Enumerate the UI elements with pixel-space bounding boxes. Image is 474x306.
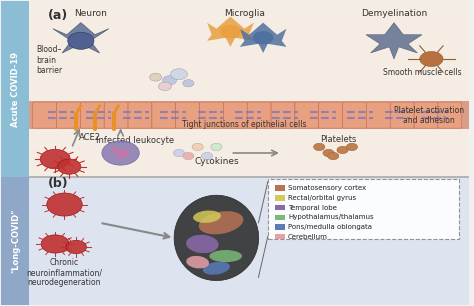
Circle shape [346,143,357,151]
FancyBboxPatch shape [390,102,414,128]
Text: Pons/medulla oblongata: Pons/medulla oblongata [288,224,372,230]
Ellipse shape [210,250,242,262]
FancyBboxPatch shape [247,102,271,128]
Bar [1,177,29,304]
Circle shape [183,152,194,160]
Text: Infected leukocyte: Infected leukocyte [96,136,173,145]
FancyBboxPatch shape [223,102,247,128]
Circle shape [211,143,222,151]
Text: Rectal/orbital gyrus: Rectal/orbital gyrus [288,195,356,201]
Text: "Long-COVID": "Long-COVID" [11,209,20,273]
Ellipse shape [193,211,221,223]
FancyBboxPatch shape [104,102,128,128]
Text: Platelet activation
and adhesion: Platelet activation and adhesion [394,106,464,125]
Circle shape [163,76,177,85]
Circle shape [419,51,443,67]
Circle shape [112,147,119,152]
Circle shape [323,149,334,157]
Circle shape [171,69,187,80]
Circle shape [201,152,213,160]
Bar [275,224,285,230]
Ellipse shape [199,211,243,234]
Text: Temporal lobe: Temporal lobe [288,205,337,211]
Text: Chronic
neuroinflammation/
neurodegeneration: Chronic neuroinflammation/ neurodegenera… [27,258,102,287]
Polygon shape [53,23,109,53]
Bar [1,2,29,177]
Circle shape [68,32,94,49]
Text: Hypothalamus/thalamus: Hypothalamus/thalamus [288,214,374,220]
FancyBboxPatch shape [176,102,200,128]
Circle shape [337,146,348,154]
Text: Demyelination: Demyelination [361,9,427,18]
Bar [275,195,285,201]
Circle shape [253,31,273,44]
Circle shape [47,193,82,216]
FancyBboxPatch shape [128,102,152,128]
FancyBboxPatch shape [295,102,319,128]
Circle shape [41,235,69,253]
Text: Cytokines: Cytokines [194,157,239,166]
FancyBboxPatch shape [56,102,81,128]
Circle shape [102,141,139,165]
FancyBboxPatch shape [152,102,176,128]
Circle shape [158,82,172,91]
Circle shape [57,159,81,174]
Circle shape [150,73,162,81]
FancyBboxPatch shape [438,102,462,128]
Polygon shape [366,23,422,59]
Polygon shape [207,17,254,47]
FancyBboxPatch shape [81,102,104,128]
Circle shape [117,153,124,158]
Circle shape [314,143,325,151]
Circle shape [173,149,184,157]
Bar [275,234,285,239]
Bar [29,102,469,129]
FancyBboxPatch shape [268,179,459,239]
Ellipse shape [186,235,219,253]
FancyBboxPatch shape [33,102,56,128]
Circle shape [121,151,129,155]
Text: Smooth muscle cells: Smooth muscle cells [383,68,461,77]
Text: ACE2: ACE2 [79,133,101,142]
Circle shape [220,25,241,38]
Text: Platelets: Platelets [320,135,356,144]
FancyBboxPatch shape [366,102,390,128]
Polygon shape [240,23,286,53]
Text: Blood–
brain
barrier: Blood– brain barrier [36,45,63,75]
Ellipse shape [203,262,230,275]
Bar [275,215,285,220]
FancyBboxPatch shape [271,102,295,128]
Circle shape [328,152,339,160]
Text: Acute COVID-19: Acute COVID-19 [11,52,20,127]
Circle shape [192,143,203,151]
FancyBboxPatch shape [414,102,438,128]
FancyBboxPatch shape [200,102,223,128]
Text: Neuron: Neuron [74,9,107,18]
Circle shape [66,240,86,254]
Text: Tight junctions of epithelial cells: Tight junctions of epithelial cells [182,120,307,129]
FancyBboxPatch shape [319,102,343,128]
Text: (a): (a) [48,9,68,22]
Text: Microglia: Microglia [224,9,265,18]
Text: (b): (b) [48,177,69,190]
Circle shape [183,80,194,87]
Circle shape [40,149,70,169]
Bar [275,185,285,191]
FancyBboxPatch shape [343,102,366,128]
Ellipse shape [174,196,258,280]
Polygon shape [29,2,469,177]
Text: Somatosensory cortex: Somatosensory cortex [288,185,366,191]
Ellipse shape [186,256,209,268]
Text: Cerebellum: Cerebellum [288,234,328,240]
Polygon shape [29,177,469,304]
Bar [275,205,285,210]
